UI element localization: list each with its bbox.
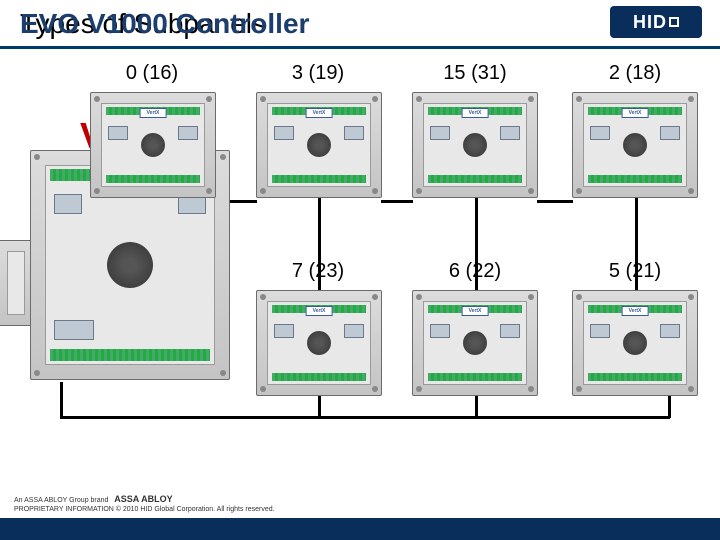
bus-wire	[475, 396, 478, 418]
bus-wire	[318, 396, 321, 418]
module-label: 0 (16)	[126, 62, 178, 85]
module-label: 15 (31)	[443, 62, 506, 85]
bus-wire	[635, 198, 638, 292]
slide-title-overlay: EVO V1000 Controller	[20, 8, 309, 40]
subpanel: VertX	[572, 290, 698, 396]
footer-bar	[0, 518, 720, 540]
header: Types of Subpanels EVO V1000 Controller …	[0, 0, 720, 52]
bus-wire	[318, 198, 321, 218]
bus-wire	[60, 382, 63, 418]
footer-line2: PROPRIETARY INFORMATION © 2010 HID Globa…	[14, 506, 275, 513]
bus-wire	[60, 416, 670, 419]
bus-wire	[318, 216, 321, 292]
footer-brand: ASSA ABLOY	[114, 494, 172, 504]
pcb	[7, 251, 25, 315]
footer-line1: An ASSA ABLOY Group brand	[14, 497, 108, 504]
subpanel: VertX	[256, 290, 382, 396]
bus-wire	[475, 198, 478, 292]
module-label: 3 (19)	[292, 62, 344, 85]
subpanel: VertX	[572, 92, 698, 198]
subpanel: VertX	[256, 92, 382, 198]
hid-logo-icon	[669, 17, 679, 27]
subpanel: VertX	[412, 92, 538, 198]
bus-wire	[381, 200, 413, 203]
footer-text: An ASSA ABLOY Group brand ASSA ABLOY PRO…	[14, 494, 275, 514]
hid-logo: HID	[610, 6, 702, 38]
header-rule	[0, 46, 720, 49]
bus-wire	[668, 396, 671, 418]
subpanel: VertX	[90, 92, 216, 198]
subpanel: VertX	[412, 290, 538, 396]
bus-wire	[537, 200, 573, 203]
module-label: 2 (18)	[609, 62, 661, 85]
footer: An ASSA ABLOY Group brand ASSA ABLOY PRO…	[0, 492, 720, 540]
hid-logo-text: HID	[633, 12, 667, 33]
